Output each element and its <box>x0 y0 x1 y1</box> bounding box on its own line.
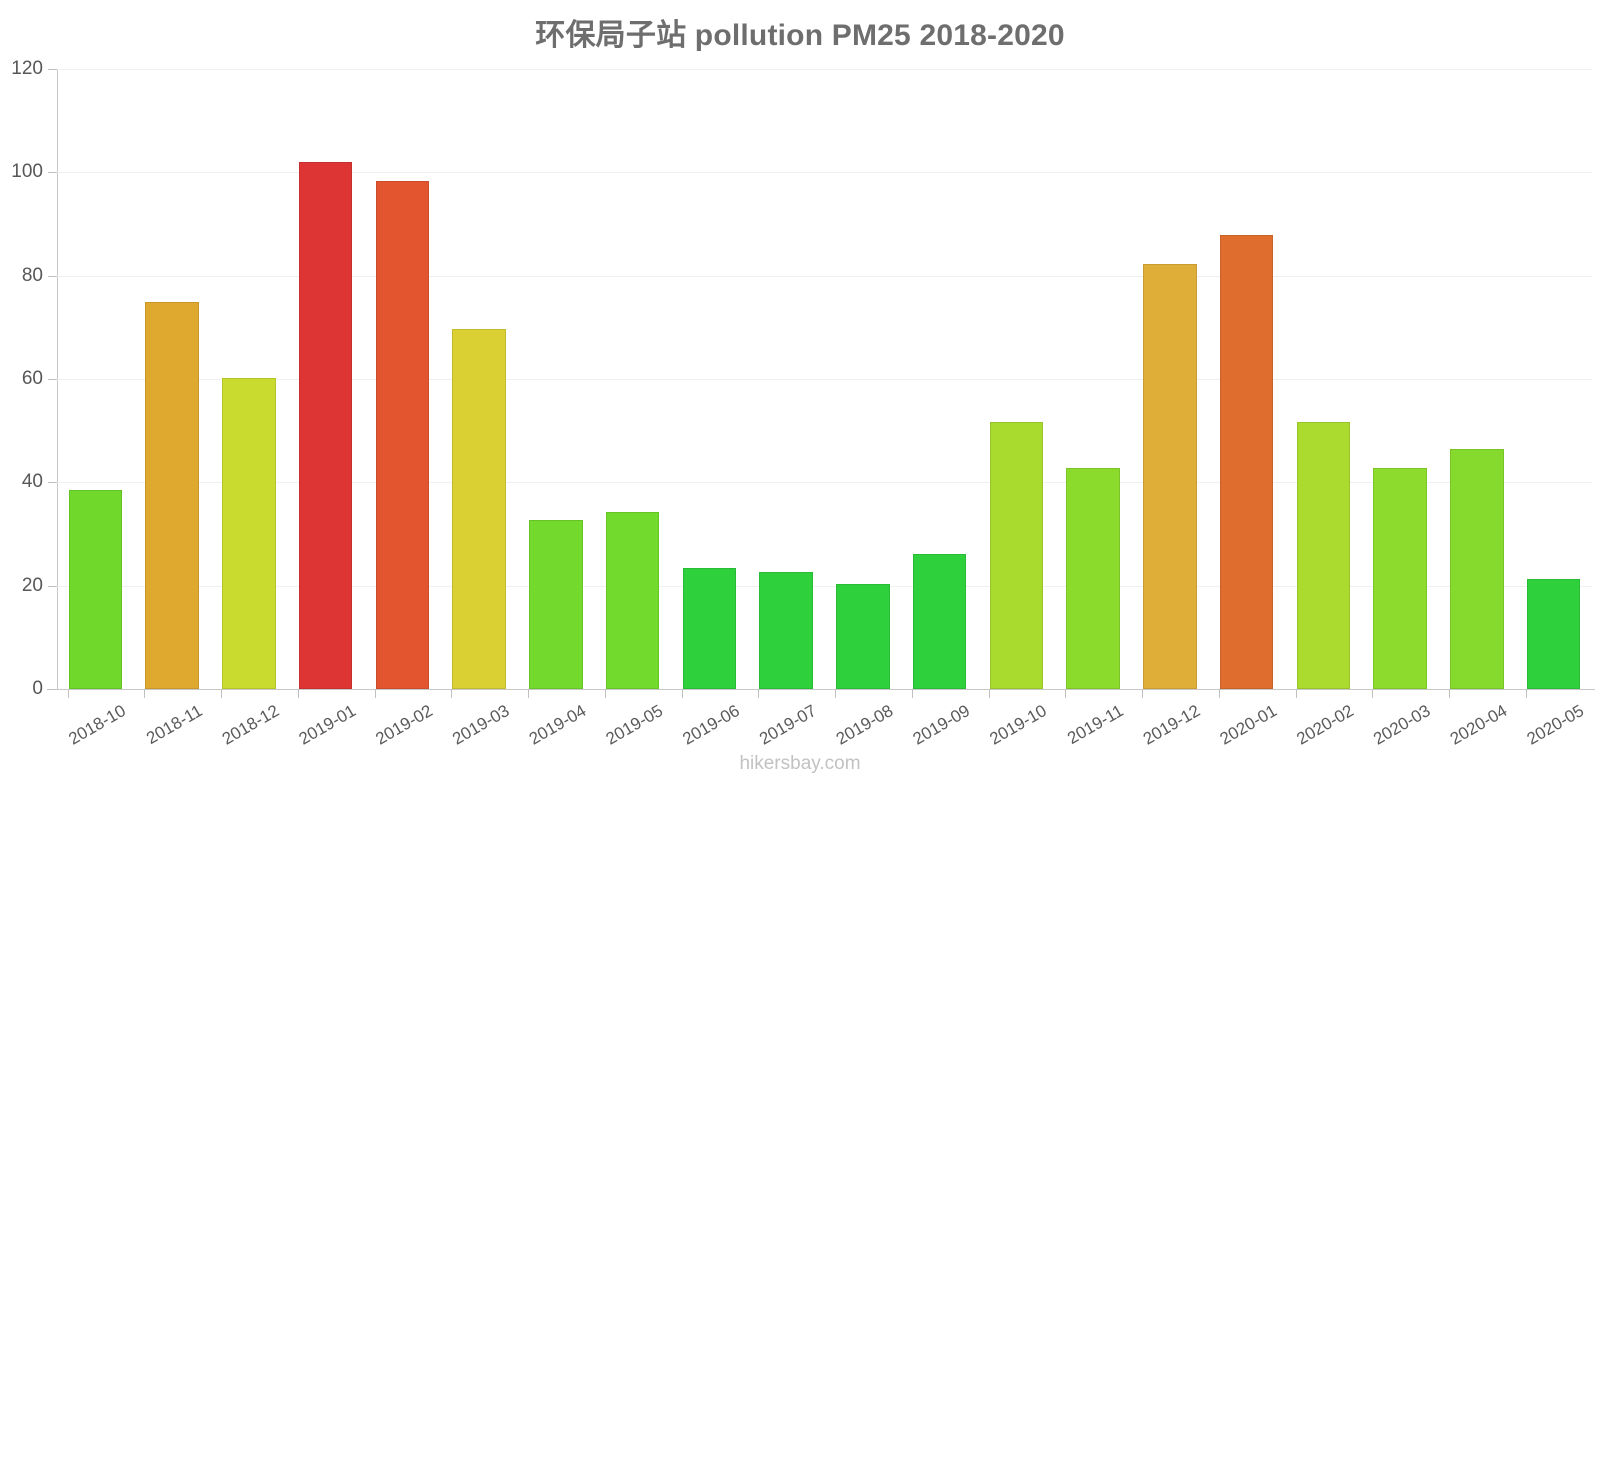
x-axis-tick-mark <box>1295 689 1297 698</box>
gridline <box>57 69 1592 70</box>
bar[interactable] <box>68 490 123 689</box>
gridline <box>57 275 1592 277</box>
x-axis-tick-mark <box>1065 689 1067 698</box>
footer-credit: hikersbay.com <box>739 753 861 774</box>
x-axis-tick-mark <box>1218 689 1220 698</box>
bar[interactable] <box>759 571 813 689</box>
x-axis-tick-mark <box>911 689 913 698</box>
x-axis-tick-mark <box>1372 689 1374 698</box>
bar[interactable] <box>989 421 1044 689</box>
bar[interactable] <box>1219 234 1274 689</box>
x-axis-tick-mark <box>67 689 69 698</box>
x-axis-tick-mark <box>528 689 529 698</box>
bar[interactable] <box>298 162 353 689</box>
bar[interactable] <box>222 378 276 689</box>
y-axis-tick-label: 80 <box>21 264 43 286</box>
x-axis-tick-mark <box>988 689 990 698</box>
bar[interactable] <box>1373 467 1427 689</box>
x-axis-tick-mark <box>297 689 299 698</box>
x-axis-tick-mark <box>681 689 683 698</box>
x-axis-tick-mark <box>604 689 606 698</box>
y-axis-tick-mark <box>48 275 57 277</box>
y-axis-tick-label: 40 <box>21 471 43 493</box>
bar[interactable] <box>1450 449 1504 689</box>
x-axis-tick-mark <box>835 689 836 698</box>
y-axis-tick-label: 0 <box>32 678 43 699</box>
x-axis-labels: 2018-10 2018-11 2018-12 2019-01 2019-02 2019-… <box>57 689 1592 769</box>
x-axis-tick-label: 2018-10 <box>65 700 129 749</box>
y-axis-tick-mark <box>48 172 57 174</box>
x-axis-tick-mark <box>1142 689 1143 698</box>
x-axis-tick-mark <box>221 689 222 698</box>
y-axis-tick-label: 100 <box>11 161 43 183</box>
bar[interactable] <box>1296 422 1351 689</box>
gridline <box>57 482 1592 484</box>
x-axis-tick-mark <box>451 689 453 698</box>
bar[interactable] <box>1066 467 1120 689</box>
y-axis-tick-mark <box>48 585 57 587</box>
bar[interactable] <box>375 180 430 689</box>
bar[interactable] <box>682 567 737 689</box>
bar[interactable] <box>912 554 967 689</box>
plot-area: 0 20 40 60 80 100 120 <box>11 58 1592 699</box>
y-axis-tick-label: 120 <box>11 58 43 79</box>
x-axis-tick-mark <box>1449 689 1450 698</box>
x-axis-tick-mark <box>374 689 376 698</box>
gridline <box>57 379 1592 380</box>
bar[interactable] <box>605 511 660 689</box>
y-axis-tick-mark <box>48 482 57 484</box>
bar[interactable] <box>1526 579 1581 689</box>
gridline <box>57 585 1592 587</box>
y-axis-tick-mark <box>48 689 57 690</box>
x-axis-tick-mark <box>1525 689 1527 698</box>
x-axis-tick-mark <box>144 689 146 698</box>
bar[interactable] <box>145 301 199 689</box>
bar[interactable] <box>452 328 506 689</box>
y-axis-tick-label: 20 <box>21 574 43 596</box>
pm25-bar-chart: 环保局子站 pollution PM25 2018-2020 0 20 40 60 80… <box>11 19 1595 774</box>
bars-layer <box>57 69 1592 689</box>
bar[interactable] <box>529 519 583 689</box>
y-axis-tick-mark <box>48 69 57 70</box>
bar[interactable] <box>836 583 890 689</box>
bar[interactable] <box>1143 263 1197 689</box>
gridline <box>57 172 1592 174</box>
y-axis-tick-label: 60 <box>21 368 43 389</box>
y-axis-tick-mark <box>48 379 57 380</box>
chart-title: 环保局子站 pollution PM25 2018-2020 <box>535 19 1065 52</box>
x-axis-line <box>47 689 1595 690</box>
x-axis-tick-mark <box>758 689 760 698</box>
